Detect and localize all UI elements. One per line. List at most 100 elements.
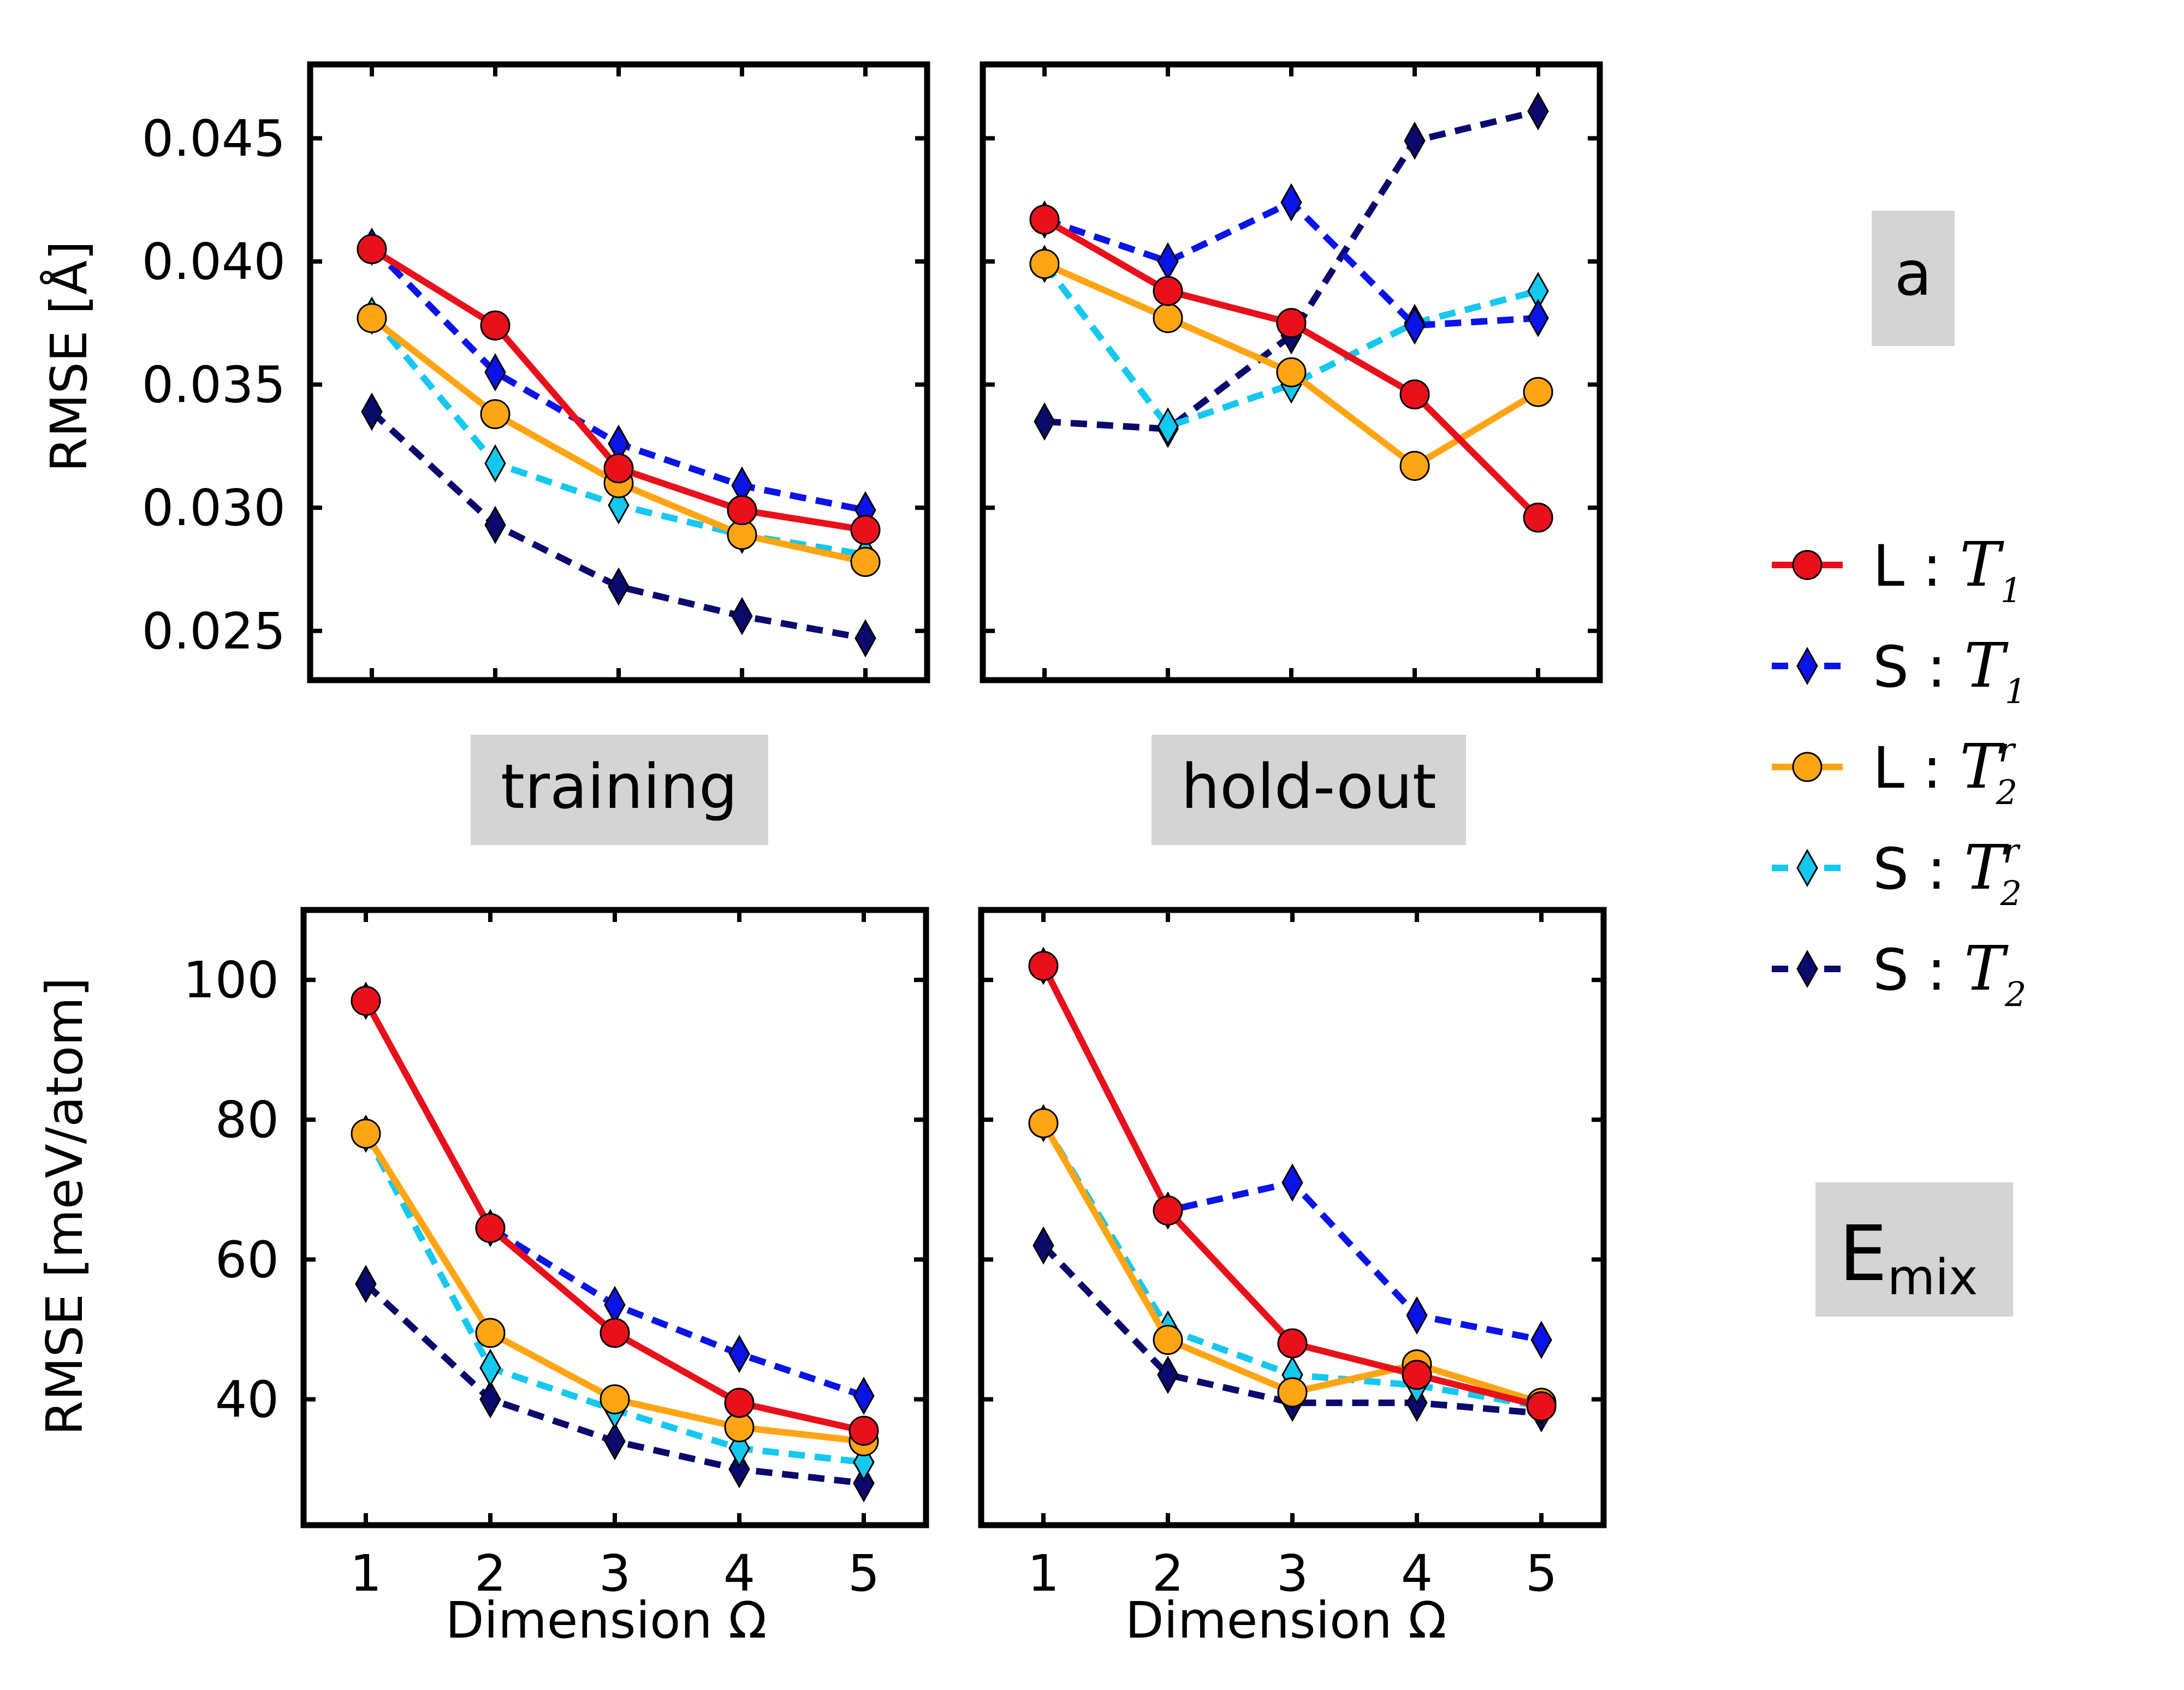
point-L_T2r	[357, 303, 387, 334]
lattice-tag: a	[1895, 239, 1932, 310]
point-S_T1	[604, 1286, 626, 1324]
x-tick-label: 2	[1152, 1544, 1184, 1603]
point-L_T1	[1402, 1360, 1432, 1390]
holdout-tag-bg	[1152, 735, 1466, 845]
point-L_T1	[1029, 204, 1060, 235]
point-L_T1	[1028, 950, 1059, 981]
point-S_T1	[1281, 1163, 1303, 1202]
point-L_T2r	[1028, 1108, 1059, 1139]
point-L_T1	[848, 1415, 879, 1446]
lattice-holdout-plot	[980, 61, 1603, 683]
x-tick-label: 4	[1401, 1544, 1433, 1603]
lattice-ylabel: RMSE [Å]	[39, 241, 98, 472]
point-S_T1	[1530, 1320, 1552, 1359]
x-tick-label: 5	[1526, 1544, 1558, 1603]
legend-marker	[1796, 949, 1818, 989]
series-line-S_T2r	[1042, 261, 1539, 430]
legend-item-S_T2r: S : Tr 2	[1772, 831, 2022, 913]
axes-frame	[978, 907, 1607, 1528]
point-L_T2r	[1153, 303, 1183, 334]
point-S_T2	[1157, 1355, 1179, 1394]
point-L_T2r	[1276, 357, 1307, 388]
point-L_T1	[1276, 308, 1307, 338]
series-line-S_T2	[369, 409, 867, 642]
point-L_T1	[603, 453, 634, 484]
point-L_T1	[357, 234, 387, 264]
point-S_T2	[608, 567, 630, 606]
emix-ylabel: RMSE [meV/atom]	[35, 977, 94, 1435]
point-L_T2r	[475, 1318, 506, 1348]
lattice-tag-bg	[1872, 211, 1955, 346]
legend-item-L_T1: L : T1	[1772, 529, 2022, 610]
legend-item-S_T2: S : T2	[1772, 933, 2026, 1014]
point-L_T1	[724, 1388, 755, 1418]
point-L_T1	[475, 1213, 506, 1243]
holdout-xlabel: Dimension Ω	[1125, 1591, 1447, 1650]
point-L_T1	[1526, 1391, 1557, 1421]
y-tick-label: 100	[183, 951, 279, 1009]
emix-training-plot: 40 60 80 100 1 2 3 4 5	[183, 907, 929, 1603]
point-L_T2r	[1029, 248, 1060, 279]
legend-label: L : T1	[1873, 529, 2022, 610]
point-L_T1	[600, 1318, 630, 1348]
point-L_T1	[480, 310, 511, 341]
point-S_T2	[854, 619, 876, 658]
point-S_T2	[728, 1450, 750, 1489]
emix-tag-sub: mix	[1887, 1249, 1978, 1306]
y-tick-label: 0.035	[142, 356, 286, 414]
training-xlabel: Dimension Ω	[446, 1591, 767, 1650]
point-S_T2	[479, 1380, 501, 1419]
x-tick-label: 3	[1277, 1544, 1309, 1603]
x-tick-label: 2	[474, 1544, 507, 1603]
point-S_T1	[853, 1377, 875, 1415]
point-L_T2r	[600, 1384, 630, 1414]
legend-item-S_T1: S : T1	[1772, 630, 2026, 711]
y-tick-label: 0.040	[142, 233, 286, 291]
point-S_T2r	[479, 1348, 501, 1387]
point-S_T2	[1404, 121, 1426, 160]
point-S_T1	[1280, 183, 1302, 222]
point-S_T2	[604, 1422, 626, 1461]
legend-label: L : Tr 2	[1873, 730, 2017, 812]
emix-holdout-plot: 1 2 3 4 5	[978, 907, 1607, 1603]
point-L_T2r	[1399, 450, 1430, 481]
point-S_T2	[484, 505, 506, 544]
emix-tag-main: E	[1839, 1210, 1887, 1299]
point-S_T1	[484, 353, 506, 392]
point-S_T2	[1034, 402, 1055, 441]
point-S_T2	[355, 1265, 377, 1304]
training-tag: training	[501, 752, 738, 823]
legend-marker	[1792, 550, 1823, 580]
point-L_T2r	[351, 1118, 381, 1149]
point-L_T1	[1277, 1328, 1308, 1359]
point-L_T2r	[480, 399, 511, 430]
emix-tag-bg	[1815, 1182, 2013, 1317]
legend-marker	[1796, 646, 1818, 686]
point-S_T1	[1157, 242, 1179, 281]
point-L_T1	[1523, 502, 1553, 533]
series-line-S_T1	[1040, 964, 1542, 1343]
point-S_T2r	[1157, 407, 1179, 446]
legend-item-L_T2r: L : Tr 2	[1772, 730, 2017, 812]
point-L_T1	[1153, 1195, 1183, 1226]
series-line-S_T2	[1044, 108, 1539, 432]
point-S_T2	[1032, 1226, 1054, 1265]
point-S_T2	[1527, 92, 1549, 130]
x-tick-label: 3	[599, 1544, 631, 1603]
point-L_T2r	[850, 546, 881, 577]
x-tick-label: 1	[1028, 1544, 1060, 1603]
point-L_T2r	[1277, 1377, 1308, 1408]
legend: L : T1 S : T1 L : Tr 2 S : Tr 2 S : T2	[1772, 529, 2026, 1014]
y-tick-label: 0.045	[142, 109, 286, 168]
legend-label: S : Tr 2	[1873, 831, 2022, 913]
point-S_T2	[361, 392, 383, 431]
point-S_T2r	[484, 444, 506, 483]
legend-marker	[1796, 848, 1818, 888]
point-L_T1	[1153, 276, 1183, 306]
point-L_T2r	[1153, 1325, 1183, 1355]
series-line-L_T1	[363, 999, 865, 1434]
x-tick-label: 1	[350, 1544, 382, 1603]
point-S_T2	[731, 597, 753, 635]
point-L_T1	[727, 495, 757, 526]
x-tick-label: 4	[723, 1544, 756, 1603]
